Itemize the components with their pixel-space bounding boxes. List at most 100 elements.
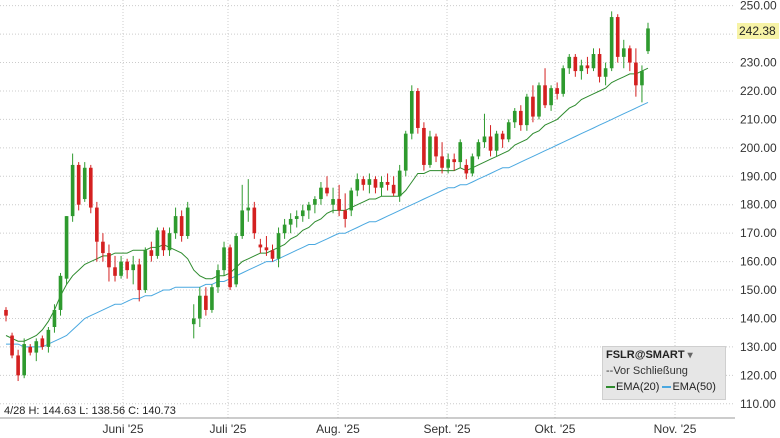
candle-body xyxy=(70,164,75,217)
candle xyxy=(234,233,238,288)
candle xyxy=(422,122,426,171)
candle-body xyxy=(640,71,644,86)
candle xyxy=(204,287,208,316)
candle-body xyxy=(101,241,105,254)
candle-body xyxy=(561,68,566,94)
candle-body xyxy=(373,179,378,188)
candle-body xyxy=(579,65,584,72)
candle xyxy=(252,201,257,239)
candle-body xyxy=(52,309,57,328)
legend-close-icon[interactable]: ▾ xyxy=(687,350,693,361)
candle xyxy=(452,153,457,171)
candle xyxy=(440,142,444,174)
candles xyxy=(4,11,650,382)
candle-body xyxy=(282,224,287,234)
candle xyxy=(143,247,148,293)
candle xyxy=(355,173,360,197)
candle-body xyxy=(155,230,160,256)
candle-body xyxy=(615,17,620,57)
candle xyxy=(131,255,136,285)
candle-body xyxy=(210,287,214,310)
candle xyxy=(337,184,341,217)
candle-body xyxy=(440,156,444,168)
candle xyxy=(409,85,414,140)
candle xyxy=(537,82,541,120)
candle xyxy=(573,54,578,77)
ohlc-readout: 4/28 H: 144.63 L: 138.56 C: 140.73 xyxy=(4,405,176,417)
candle xyxy=(349,187,354,217)
candle-body xyxy=(512,110,517,123)
candle-body xyxy=(16,355,20,376)
candle xyxy=(325,176,329,197)
candle xyxy=(28,344,33,356)
candle xyxy=(222,241,226,276)
candle xyxy=(58,272,63,316)
candle xyxy=(191,304,196,339)
candle-body xyxy=(95,207,99,242)
x-tick-label: Nov. '25 xyxy=(654,422,697,436)
candle-body xyxy=(646,28,650,52)
ema20-line xyxy=(5,67,649,342)
legend-ema20-label: EMA(20) xyxy=(616,381,660,393)
candle xyxy=(119,255,123,279)
candle xyxy=(579,59,584,80)
candle-body xyxy=(391,184,396,194)
candle-body xyxy=(506,122,511,140)
candle-body xyxy=(28,346,33,353)
candle xyxy=(82,162,87,202)
legend-ema50-label: EMA(50) xyxy=(672,381,716,393)
y-tick-label: 210.00 xyxy=(740,112,777,126)
candle xyxy=(585,56,590,74)
candle-body xyxy=(131,264,136,271)
candle xyxy=(276,227,281,268)
y-tick-label: 120.00 xyxy=(740,368,777,382)
candle-body xyxy=(107,253,111,268)
y-tick-label: 190.00 xyxy=(740,169,777,183)
candle-body xyxy=(222,247,226,271)
candle xyxy=(591,48,596,72)
candle-body xyxy=(337,199,341,211)
candle-body xyxy=(161,230,166,251)
candle-body xyxy=(397,170,402,197)
candle-body xyxy=(379,181,384,188)
candle-body xyxy=(537,85,541,117)
candle-body xyxy=(428,136,432,165)
candle-body xyxy=(46,329,51,347)
candle-body xyxy=(325,187,329,194)
candle-body xyxy=(125,261,129,271)
candle xyxy=(313,196,317,214)
legend[interactable]: FSLR@SMART ▾ --Vor Schließung EMA(20) EMA… xyxy=(602,346,726,400)
y-tick-label: 250.00 xyxy=(740,0,777,13)
candle xyxy=(161,227,166,256)
candle xyxy=(506,119,511,143)
candle-body xyxy=(434,136,438,157)
candle xyxy=(343,193,347,228)
candle xyxy=(264,236,269,256)
candle-body xyxy=(494,133,499,151)
candle xyxy=(494,130,499,157)
candle-body xyxy=(22,344,26,376)
candle-body xyxy=(137,264,142,291)
candle xyxy=(621,39,626,69)
candle-body xyxy=(88,167,93,208)
candle xyxy=(561,65,566,97)
candle-body xyxy=(482,136,487,143)
y-tick-label: 220.00 xyxy=(740,84,777,98)
candle-body xyxy=(591,54,596,69)
candle-body xyxy=(119,261,123,276)
candle-body xyxy=(34,341,39,353)
candle xyxy=(46,327,51,353)
candle-body xyxy=(191,318,196,325)
candle-body xyxy=(409,90,414,134)
y-tick-label: 110.00 xyxy=(740,397,776,411)
candle-body xyxy=(452,159,457,163)
candle-body xyxy=(549,88,553,106)
candle xyxy=(488,125,493,157)
y-tick-label: 160.00 xyxy=(740,255,777,269)
candle xyxy=(52,304,57,333)
candle xyxy=(525,93,529,131)
candle-body xyxy=(40,338,45,347)
candle-body xyxy=(349,190,354,211)
candle-body xyxy=(628,48,632,63)
candle xyxy=(476,139,481,160)
